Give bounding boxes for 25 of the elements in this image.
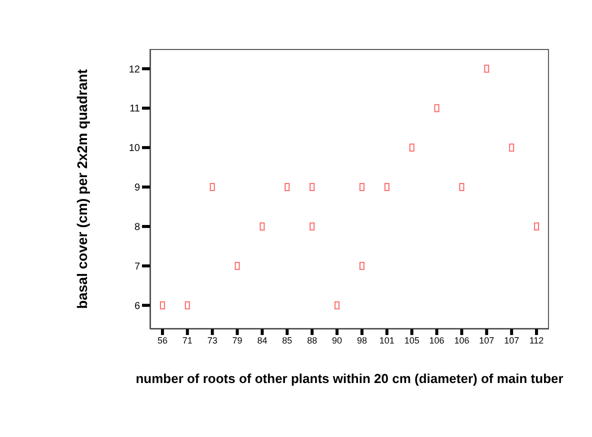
x-tick-label: 106 [429, 335, 444, 346]
x-tick-label: 56 [157, 335, 168, 346]
y-tick-label: 8 [134, 222, 140, 234]
y-tick-label: 7 [134, 261, 140, 272]
x-tick-label: 106 [454, 335, 470, 346]
x-tick-label: 105 [404, 335, 420, 346]
x-tick-label: 107 [504, 335, 520, 346]
x-tick-label: 84 [257, 335, 268, 346]
x-tick-label: 112 [529, 335, 544, 346]
y-tick-label: 10 [128, 143, 140, 154]
y-axis-title: basal cover (cm) per 2x2m quadrant [74, 68, 90, 309]
y-tick-label: 11 [130, 104, 140, 115]
x-tick-label: 79 [232, 335, 242, 346]
x-tick-label: 98 [356, 335, 367, 346]
x-tick-label: 101 [379, 335, 394, 346]
y-tick-label: 9 [134, 182, 140, 194]
x-tick-label: 88 [307, 335, 318, 346]
x-tick-label: 90 [332, 335, 342, 346]
x-tick-label: 85 [282, 335, 292, 346]
y-tick-label: 6 [134, 300, 140, 312]
y-tick-label: 12 [128, 64, 140, 76]
x-tick-label: 73 [207, 335, 218, 346]
x-tick-label: 107 [479, 335, 494, 346]
x-axis-title: number of roots of other plants within 20 cm (diameter) of main tuber [136, 371, 564, 386]
x-tick-label: 71 [182, 335, 192, 346]
